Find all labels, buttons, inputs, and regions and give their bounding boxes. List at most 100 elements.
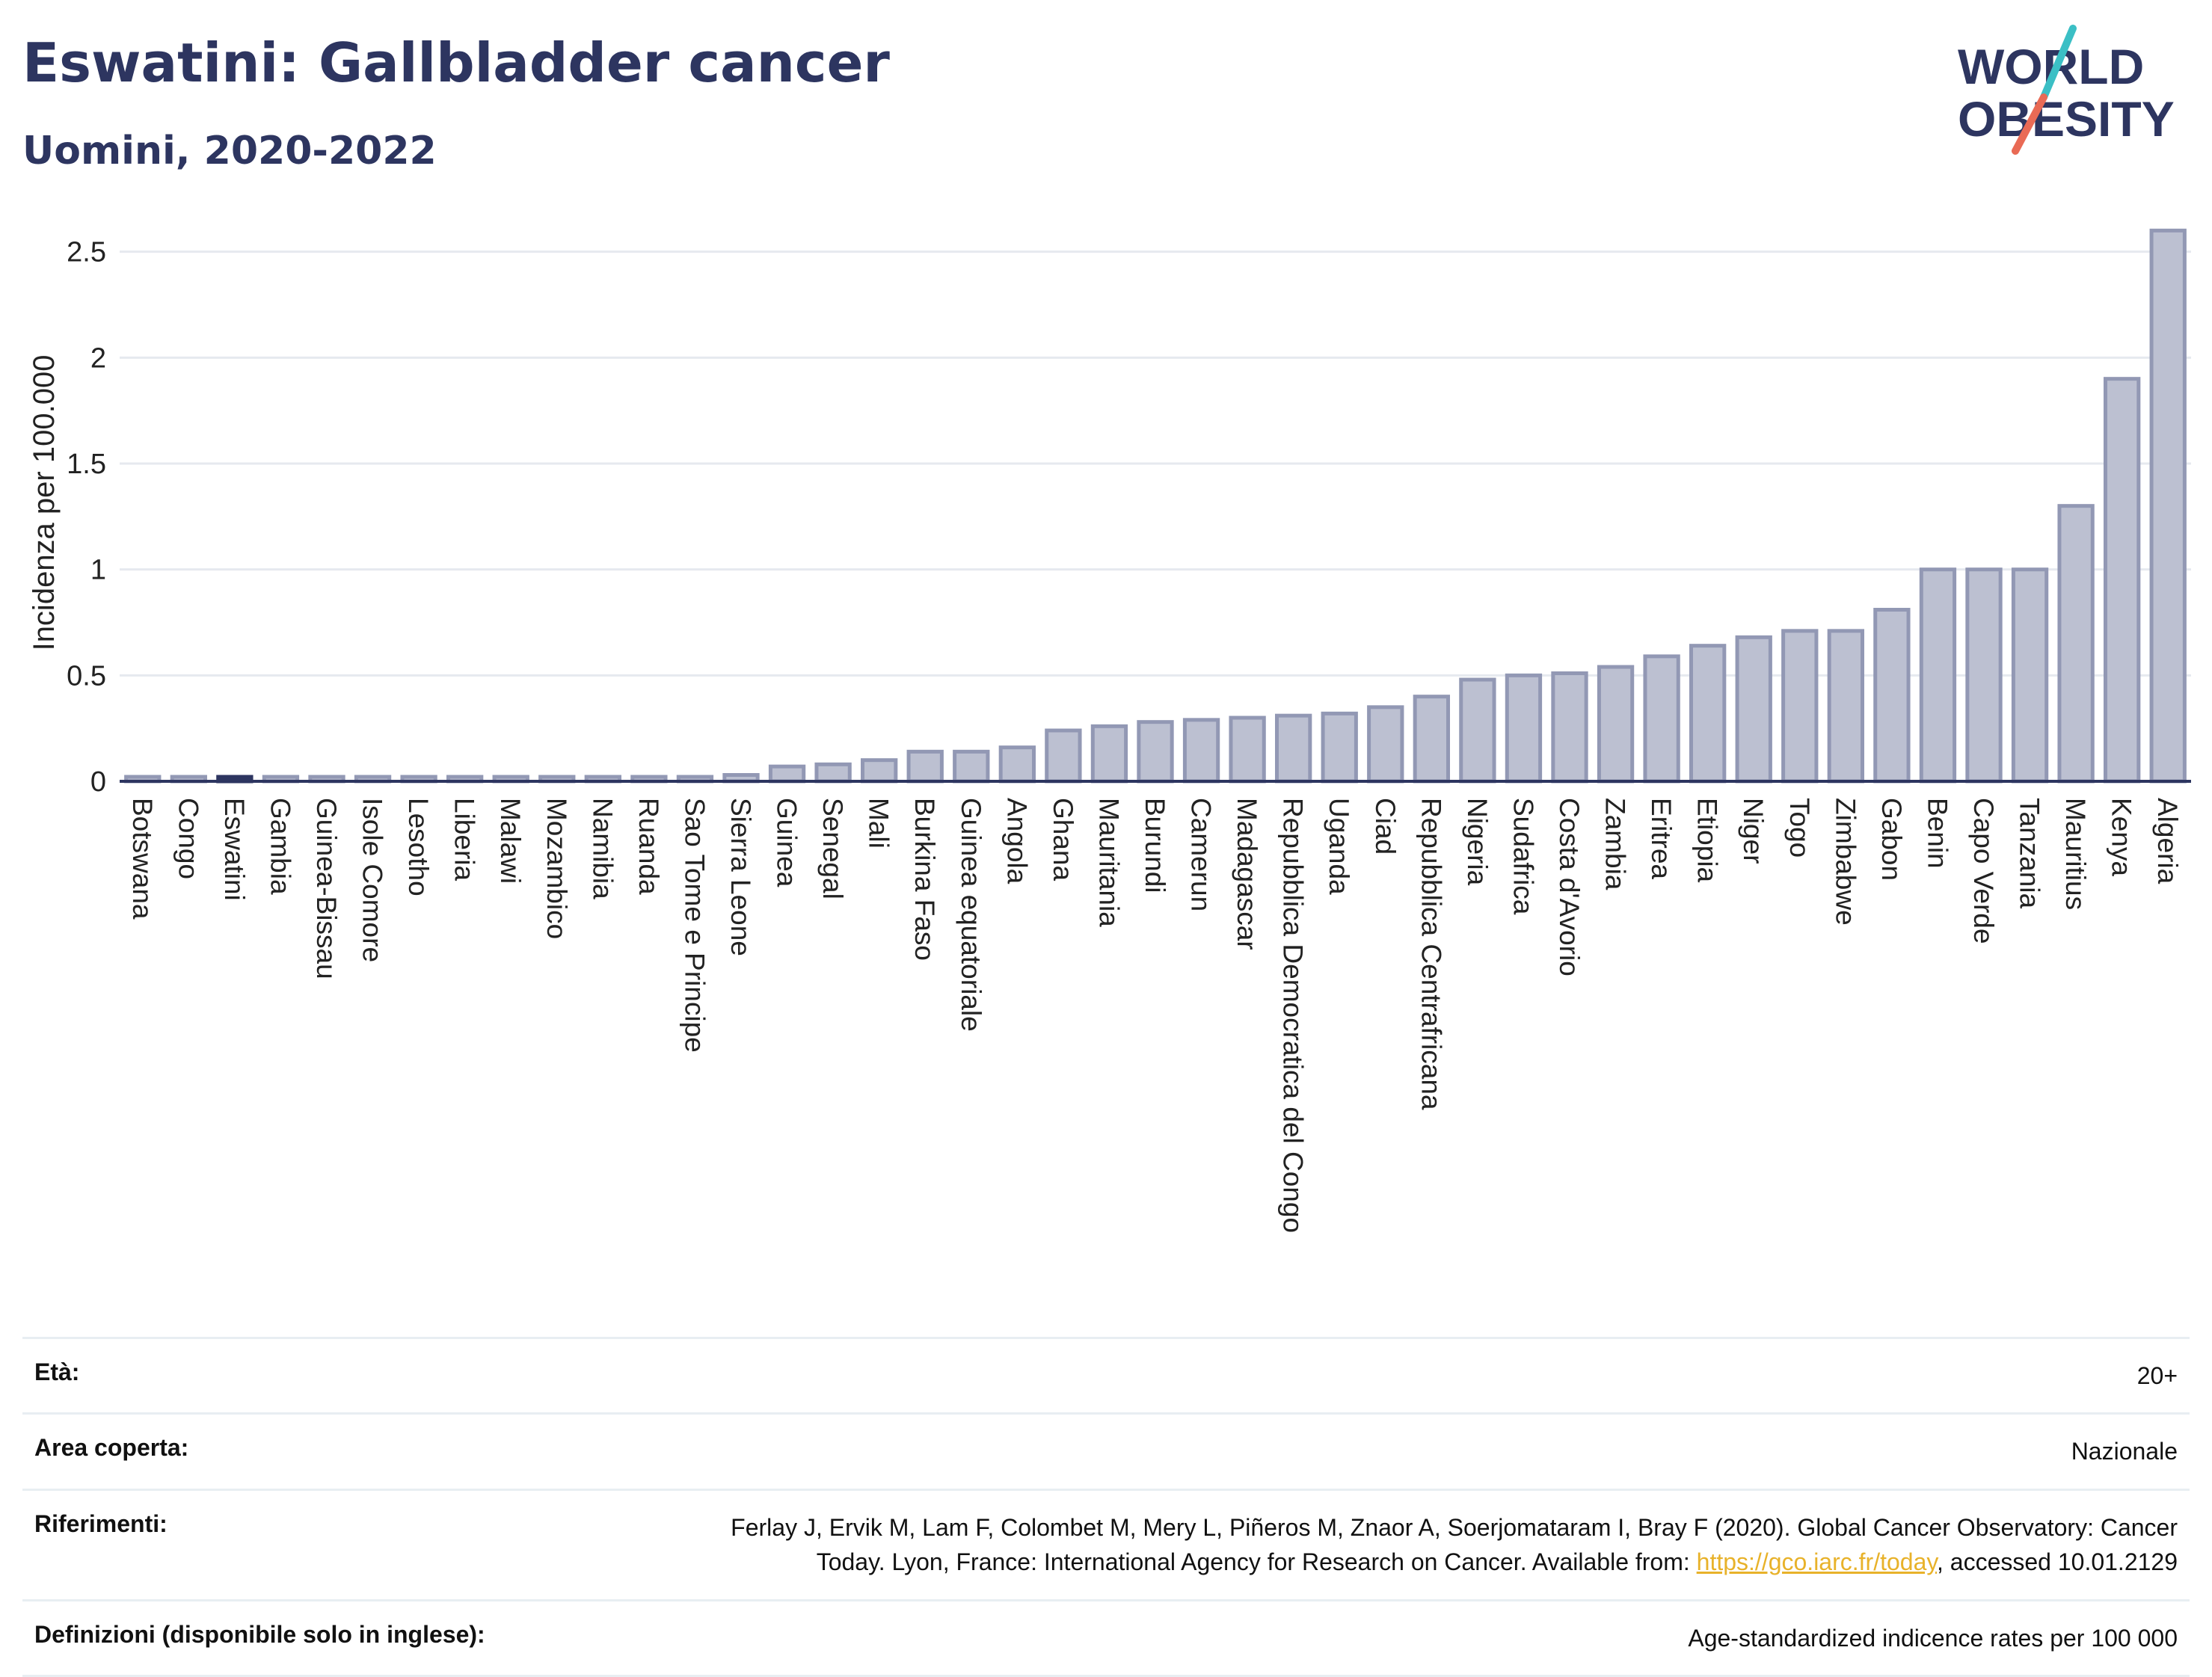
bar-ghana[interactable] bbox=[1045, 728, 1082, 784]
bar-sudafrica[interactable] bbox=[1505, 673, 1543, 784]
x-tick-label: Zimbabwe bbox=[1830, 798, 1861, 926]
logo-word-obesity: OBESITY bbox=[1958, 91, 2175, 147]
reference-link[interactable]: https://gco.iarc.fr/today bbox=[1696, 1548, 1937, 1576]
info-row-age: Età: 20+ bbox=[22, 1337, 2190, 1412]
bar-gabon[interactable] bbox=[1873, 608, 1911, 784]
x-tick-label: Congo bbox=[173, 798, 203, 879]
info-label-area: Area coperta: bbox=[34, 1434, 189, 1462]
x-tick-label: Repubblica Democratica del Congo bbox=[1278, 798, 1309, 1233]
x-tick-label: Gambia bbox=[265, 798, 295, 895]
bar-togo[interactable] bbox=[1781, 629, 1819, 784]
y-tick-label: 0 bbox=[90, 766, 106, 798]
info-row-references: Riferimenti: Ferlay J, Ervik M, Lam F, C… bbox=[22, 1488, 2190, 1599]
x-tick-label: Ghana bbox=[1048, 798, 1078, 881]
bar-niger[interactable] bbox=[1735, 635, 1772, 784]
bar-mali[interactable] bbox=[861, 758, 898, 784]
x-tick-label: Nigeria bbox=[1462, 798, 1493, 886]
bar-camerun[interactable] bbox=[1182, 718, 1220, 784]
x-tick-label: Mauritius bbox=[2060, 798, 2091, 910]
x-tick-label: Botswana bbox=[127, 798, 158, 920]
bar-uganda[interactable] bbox=[1321, 711, 1358, 784]
x-tick-label: Liberia bbox=[449, 798, 480, 881]
reference-text-suffix: , accessed 10.01.2129 bbox=[1936, 1548, 2178, 1576]
x-tick-label: Benin bbox=[1922, 798, 1953, 869]
world-obesity-logo: WORLD OBESITY bbox=[1958, 25, 2175, 155]
info-value-definitions: Age-standardized indicence rates per 100… bbox=[1688, 1624, 2178, 1652]
x-tick-label: Sao Tome e Principe bbox=[679, 798, 710, 1053]
bar-senegal[interactable] bbox=[814, 762, 852, 784]
bar-burundi[interactable] bbox=[1137, 720, 1174, 784]
bar-eritrea[interactable] bbox=[1643, 654, 1680, 784]
chart-title: Eswatini: Gallbladder cancer bbox=[22, 31, 890, 94]
x-tick-label: Ciad bbox=[1370, 798, 1401, 855]
x-tick-label: Burkina Faso bbox=[909, 798, 940, 961]
x-tick-label: Ruanda bbox=[633, 798, 664, 895]
x-tick-label: Togo bbox=[1784, 798, 1815, 858]
bar-benin[interactable] bbox=[1919, 567, 1957, 784]
x-tick-label: Camerun bbox=[1186, 798, 1217, 911]
bar-repubblica-democratica-del-congo[interactable] bbox=[1275, 713, 1312, 784]
x-tick-label: Algeria bbox=[2152, 798, 2183, 884]
bar-mauritius[interactable] bbox=[2057, 504, 2095, 784]
bar-madagascar[interactable] bbox=[1229, 716, 1266, 784]
x-tick-label: Angola bbox=[1001, 798, 1032, 884]
x-tick-label: Mali bbox=[864, 798, 894, 849]
bar-capo-verde[interactable] bbox=[1965, 567, 2003, 784]
logo-slash-teal bbox=[2040, 25, 2077, 101]
y-tick-label: 1.5 bbox=[67, 449, 106, 480]
x-tick-label: Tanzania bbox=[2015, 798, 2045, 909]
y-axis-label: Incidenza per 100.000 bbox=[28, 355, 61, 651]
info-label-age: Età: bbox=[34, 1358, 80, 1385]
x-tick-label: Madagascar bbox=[1232, 798, 1262, 950]
bar-angola[interactable] bbox=[998, 745, 1036, 784]
info-label-references: Riferimenti: bbox=[34, 1510, 168, 1537]
bar-zambia[interactable] bbox=[1597, 665, 1635, 784]
reference-text-line2: Today. Lyon, France: International Agenc… bbox=[816, 1548, 1697, 1576]
bar-guinea[interactable] bbox=[768, 764, 806, 784]
info-value-references: Ferlay J, Ervik M, Lam F, Colombet M, Me… bbox=[731, 1510, 2178, 1580]
x-tick-label: Capo Verde bbox=[1968, 798, 1999, 944]
x-tick-label: Namibia bbox=[587, 798, 618, 899]
bar-ciad[interactable] bbox=[1367, 705, 1404, 784]
y-tick-label: 2.5 bbox=[67, 237, 106, 268]
chart-subtitle: Uomini, 2020-2022 bbox=[22, 129, 437, 173]
logo-slash-coral bbox=[2012, 93, 2047, 155]
x-tick-label: Eswatini bbox=[219, 798, 250, 901]
bar-algeria[interactable] bbox=[2149, 228, 2187, 784]
x-tick-label: Guinea equatoriale bbox=[956, 798, 986, 1032]
reference-text-line1: Ferlay J, Ervik M, Lam F, Colombet M, Me… bbox=[731, 1513, 2178, 1541]
x-tick-label: Sierra Leone bbox=[725, 798, 756, 956]
x-tick-label: Etiopia bbox=[1692, 798, 1723, 883]
bar-nigeria[interactable] bbox=[1459, 677, 1496, 784]
y-tick-label: 0.5 bbox=[67, 660, 106, 692]
x-tick-label: Kenya bbox=[2107, 798, 2137, 876]
x-tick-label: Guinea-Bissau bbox=[311, 798, 342, 979]
x-tick-labels: Botswana Congo Eswatini Gambia Guinea-Bissau… bbox=[127, 798, 2183, 1233]
x-tick-label: Malawi bbox=[495, 798, 526, 884]
bar-repubblica-centrafricana[interactable] bbox=[1413, 695, 1450, 784]
x-tick-label: Repubblica Centrafricana bbox=[1416, 798, 1446, 1110]
bar-tanzania[interactable] bbox=[2011, 567, 2049, 784]
x-tick-label: Mauritania bbox=[1093, 798, 1124, 927]
x-tick-label: Sudafrica bbox=[1508, 798, 1538, 915]
x-tick-label: Burundi bbox=[1140, 798, 1170, 893]
bars bbox=[124, 228, 2187, 784]
bar-costa-d-avorio[interactable] bbox=[1551, 671, 1588, 784]
info-value-age: 20+ bbox=[2136, 1362, 2178, 1389]
bar-etiopia[interactable] bbox=[1689, 644, 1727, 784]
x-tick-label: Lesotho bbox=[403, 798, 434, 896]
x-tick-label: Mozambico bbox=[541, 798, 572, 939]
bar-burkina-faso[interactable] bbox=[906, 749, 944, 784]
bar-kenya[interactable] bbox=[2104, 377, 2141, 784]
info-label-definitions: Definizioni (disponibile solo in inglese… bbox=[34, 1620, 485, 1648]
bar-guinea-equatoriale[interactable] bbox=[953, 749, 990, 784]
y-tick-label: 2 bbox=[90, 342, 106, 374]
bar-zimbabwe[interactable] bbox=[1827, 629, 1864, 784]
bar-chart: 0 0.5 1 1.5 2 2.5 Botswana Congo Eswatini Gambia… bbox=[28, 228, 2191, 1233]
x-tick-label: Senegal bbox=[817, 798, 848, 899]
x-tick-label: Costa d'Avorio bbox=[1554, 798, 1585, 976]
info-table: Età: 20+ Area coperta: Nazionale Riferim… bbox=[22, 1337, 2190, 1677]
x-tick-label: Guinea bbox=[772, 798, 802, 887]
info-value-area: Nazionale bbox=[2071, 1438, 2178, 1465]
bar-mauritania[interactable] bbox=[1090, 724, 1128, 784]
